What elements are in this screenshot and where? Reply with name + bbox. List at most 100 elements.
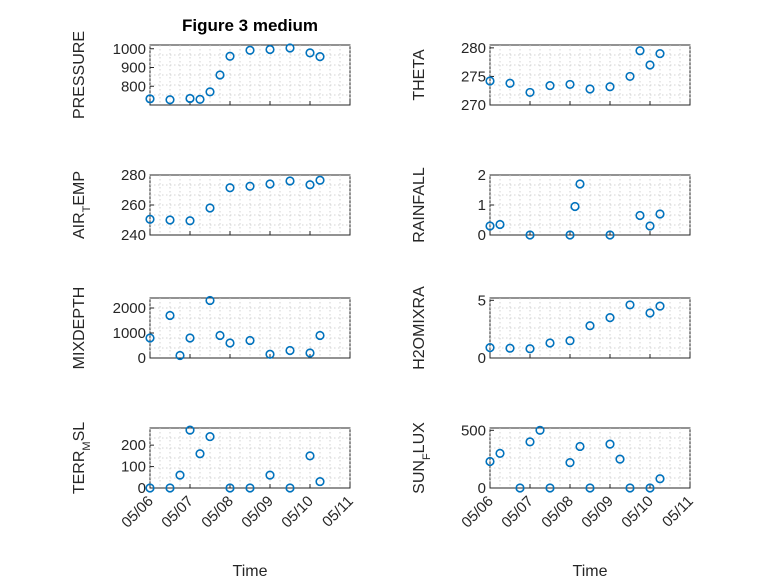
data-point <box>315 476 325 487</box>
data-point <box>145 214 155 224</box>
data-point <box>505 343 515 353</box>
data-point <box>245 45 255 55</box>
data-point <box>585 483 595 493</box>
x-tick-label: 05/07 <box>158 493 197 532</box>
data-point <box>185 333 195 343</box>
data-point <box>545 338 555 348</box>
data-point <box>625 300 635 310</box>
data-point <box>145 333 155 343</box>
y-tick-label: 240 <box>121 227 146 244</box>
y-tick-label: 280 <box>121 167 146 184</box>
y-tick-label: 0 <box>478 480 486 497</box>
data-point <box>565 336 575 346</box>
data-point <box>245 483 255 493</box>
data-point <box>495 219 505 230</box>
data-point <box>625 483 635 493</box>
data-point <box>285 43 295 53</box>
y-tick-label: 1 <box>478 197 486 214</box>
data-point <box>525 437 535 447</box>
data-point <box>265 349 275 359</box>
x-tick-label: 05/10 <box>618 493 657 532</box>
x-tick-label: 05/09 <box>238 493 277 532</box>
data-point <box>615 454 625 464</box>
y-tick-label: 275 <box>461 68 486 85</box>
x-tick-label: 05/06 <box>458 493 497 532</box>
data-point <box>165 95 175 105</box>
data-point <box>605 230 615 240</box>
y-axis-label: PRESSURE <box>71 31 88 119</box>
data-point <box>485 221 495 231</box>
data-point <box>485 343 495 353</box>
data-point <box>305 180 315 190</box>
data-point <box>205 203 215 213</box>
data-point <box>205 431 215 442</box>
data-point <box>165 215 175 225</box>
y-tick-label: 800 <box>121 78 146 95</box>
x-tick-label: 05/06 <box>118 493 157 532</box>
data-point <box>195 449 205 459</box>
data-point <box>245 181 255 191</box>
y-axis-label: RAINFALL <box>411 167 428 243</box>
data-point <box>145 483 155 493</box>
x-tick-label: 05/07 <box>498 493 537 532</box>
x-tick-label: 05/11 <box>319 493 357 531</box>
data-point <box>485 76 495 86</box>
data-point <box>185 93 195 104</box>
data-point <box>575 179 585 189</box>
x-axis-label: Time <box>573 563 608 580</box>
data-point <box>565 458 575 468</box>
data-point <box>315 175 325 185</box>
data-point <box>645 221 655 231</box>
data-point <box>585 84 595 94</box>
data-point <box>655 209 665 219</box>
y-tick-label: 0 <box>478 350 486 367</box>
data-point <box>265 179 275 189</box>
data-point <box>495 448 505 458</box>
y-tick-label: 2000 <box>113 300 146 317</box>
data-point <box>205 87 215 97</box>
data-point <box>535 425 545 435</box>
data-point <box>215 70 225 80</box>
data-point <box>575 441 585 452</box>
data-point <box>165 483 175 493</box>
data-point <box>655 48 665 59</box>
data-point <box>655 301 665 311</box>
subplot-h2omixra: 0 5 H2OMIXRA <box>411 286 691 370</box>
subplot-terr-msl: 05/06 05/07 05/08 05/09 05/10 05/11 0 100 200 TER… <box>71 422 357 580</box>
x-tick-label: 05/09 <box>578 493 617 532</box>
y-axis-label: THETA <box>411 49 428 101</box>
y-tick-label: 900 <box>121 60 146 77</box>
data-point <box>175 350 185 361</box>
data-point <box>515 483 525 493</box>
data-point <box>565 79 575 90</box>
x-tick-label: 05/10 <box>278 493 317 532</box>
data-point <box>565 230 575 240</box>
y-axis-label: H2OMIXRA <box>411 286 428 370</box>
y-tick-label: 0 <box>138 480 146 497</box>
data-point <box>525 344 535 354</box>
data-point <box>485 456 495 467</box>
y-tick-label: 0 <box>138 350 146 367</box>
y-tick-label: 500 <box>461 422 486 439</box>
data-point <box>285 345 295 356</box>
x-axis-label: Time <box>233 563 268 580</box>
data-point <box>605 313 615 323</box>
y-axis-label: SUNFLUX <box>411 422 433 494</box>
data-point <box>570 201 580 212</box>
data-point <box>175 470 185 480</box>
data-point <box>525 230 535 240</box>
data-point <box>315 52 325 62</box>
y-axis-label: MIXDEPTH <box>71 287 88 370</box>
subplot-sun-flux: 05/06 05/07 05/08 05/09 05/10 05/11 0 500 SUNFLU… <box>411 422 697 580</box>
data-point <box>225 338 235 348</box>
data-point <box>265 470 275 480</box>
subplot-rainfall: 0 1 2 RAINFALL <box>411 167 691 244</box>
data-point <box>635 210 645 221</box>
data-point <box>545 483 555 493</box>
y-tick-label: 100 <box>121 459 146 476</box>
data-point <box>225 483 235 493</box>
x-tick-label: 05/11 <box>659 493 697 531</box>
